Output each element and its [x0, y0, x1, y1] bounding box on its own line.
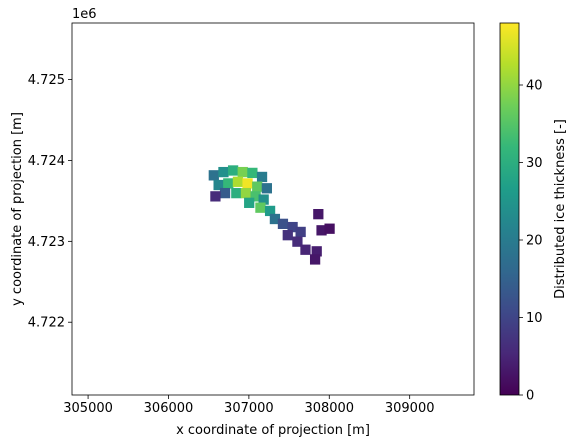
heatmap-cell	[231, 187, 242, 199]
heatmap-cell	[292, 236, 303, 247]
heatmap-cells	[208, 165, 335, 265]
x-tick-label: 305000	[63, 401, 113, 416]
heatmap-cell	[269, 213, 281, 225]
heatmap-cell	[242, 178, 253, 189]
heatmap-cell	[287, 221, 298, 233]
colorbar-tick-label: 30	[526, 156, 543, 171]
heatmap-cell	[258, 194, 269, 205]
x-tick-label: 307000	[224, 401, 274, 416]
y-axis-label: y coordinate of projection [m]	[10, 112, 25, 306]
heatmap-cell	[252, 181, 263, 192]
colorbar-label: Distributed ice thickness [-]	[553, 119, 568, 299]
x-axis-label: x coordinate of projection [m]	[176, 423, 370, 438]
heatmap-cell	[208, 170, 219, 181]
y-offset-label: 1e6	[72, 7, 97, 22]
y-tick-label: 4.723	[28, 235, 65, 250]
heatmap-cell	[213, 179, 224, 191]
heatmap-cell	[311, 246, 322, 257]
heatmap-cell	[264, 205, 276, 217]
heatmap-cell	[261, 183, 272, 194]
heatmap-cell	[309, 254, 321, 265]
heatmap-cell	[247, 167, 258, 179]
x-axis-ticks: 305000 306000 307000 308000 309000	[63, 395, 435, 416]
heatmap-cell	[313, 209, 324, 220]
heatmap-cell	[295, 226, 306, 238]
heatmap-cell	[277, 218, 289, 229]
y-tick-label: 4.724	[28, 154, 65, 169]
colorbar-tick-label: 10	[526, 311, 543, 326]
heatmap-cell	[300, 244, 311, 255]
x-tick-label: 309000	[385, 401, 435, 416]
colorbar-gradient	[500, 23, 519, 395]
y-tick-label: 4.722	[28, 316, 65, 331]
heatmap-cell	[223, 178, 234, 189]
heatmap-cell	[255, 202, 266, 213]
heatmap-cell	[316, 225, 327, 236]
heatmap-cell	[227, 165, 239, 176]
heatmap-cell	[240, 187, 252, 199]
colorbar-ticks: 0 10 20 30 40	[519, 79, 543, 404]
colorbar-tick-label: 40	[526, 79, 543, 94]
plot-frame	[71, 22, 475, 396]
heatmap-cell	[210, 191, 221, 202]
colorbar-frame	[499, 22, 520, 396]
y-axis-ticks: 4.722 4.723 4.724 4.725	[28, 73, 72, 331]
colorbar-tick-label: 20	[526, 234, 543, 249]
heatmap-cell	[218, 166, 229, 178]
heatmap-cell	[219, 187, 231, 199]
x-tick-label: 306000	[144, 401, 194, 416]
heatmap-cell	[324, 223, 335, 234]
heatmap-cell	[244, 197, 255, 208]
heatmap-cell	[282, 230, 293, 241]
colorbar-tick-label: 0	[526, 389, 534, 404]
heatmap-cell	[237, 166, 248, 178]
x-tick-label: 308000	[304, 401, 354, 416]
y-tick-label: 4.725	[28, 73, 65, 88]
plot-area	[71, 22, 475, 396]
heatmap-cell	[250, 191, 261, 202]
heatmap-cell	[256, 171, 268, 183]
colorbar: 0 10 20 30 40 Distributed ice thickness [-]	[499, 22, 568, 404]
heatmap-cell	[232, 176, 244, 187]
